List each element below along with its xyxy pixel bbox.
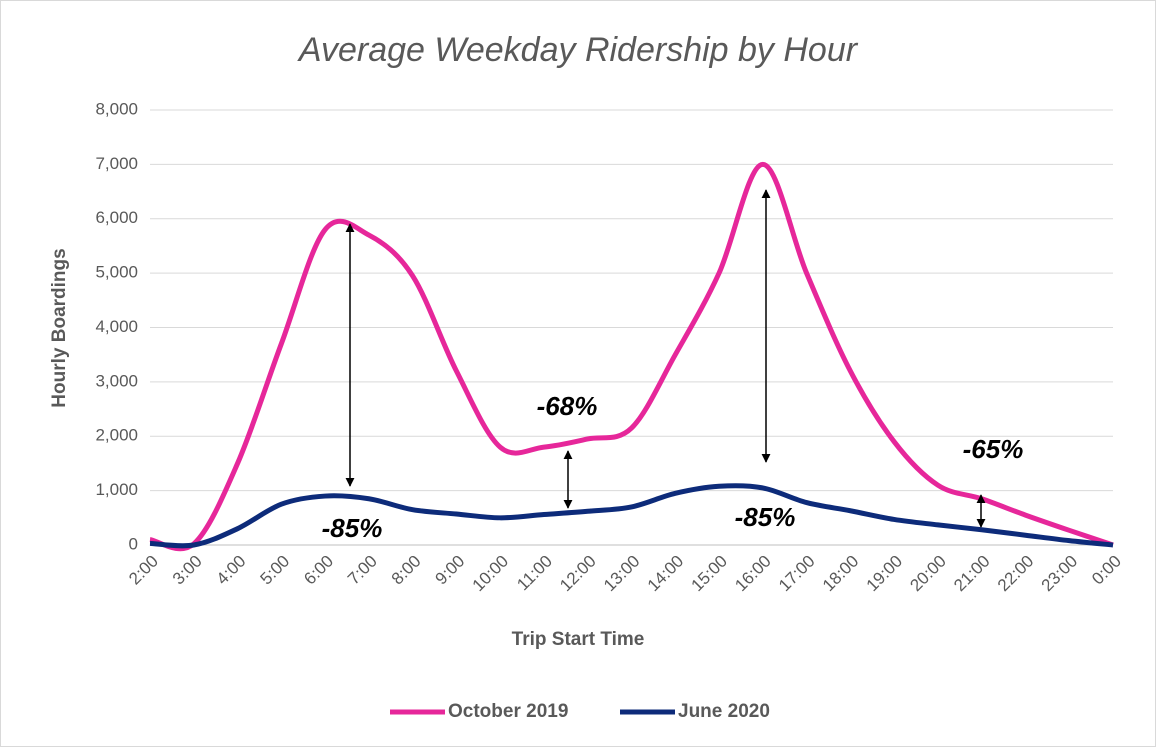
y-tick-label: 2,000 (95, 426, 138, 445)
y-tick-label: 3,000 (95, 371, 138, 390)
y-axis-label: Hourly Boardings (49, 248, 70, 407)
y-tick-label: 7,000 (95, 154, 138, 173)
line-series (149, 483, 1114, 549)
legend-label: October 2019 (448, 701, 568, 722)
annotation: -65% (963, 434, 1024, 464)
y-tick-label: 4,000 (95, 317, 138, 336)
y-tick-label: 8,000 (95, 99, 138, 118)
annotation: -85% (322, 513, 383, 543)
annotation: -85% (735, 502, 796, 532)
y-tick-label: 1,000 (95, 480, 138, 499)
chart-title: Average Weekday Ridership by Hour (297, 31, 859, 69)
y-tick-label: 6,000 (95, 208, 138, 227)
line-series (149, 161, 1114, 552)
legend-label: June 2020 (678, 701, 770, 722)
y-tick-label: 5,000 (95, 263, 138, 282)
annotation: -68% (537, 391, 598, 421)
x-axis-label: Trip Start Time (512, 629, 645, 650)
y-tick-label: 0 (129, 534, 138, 553)
